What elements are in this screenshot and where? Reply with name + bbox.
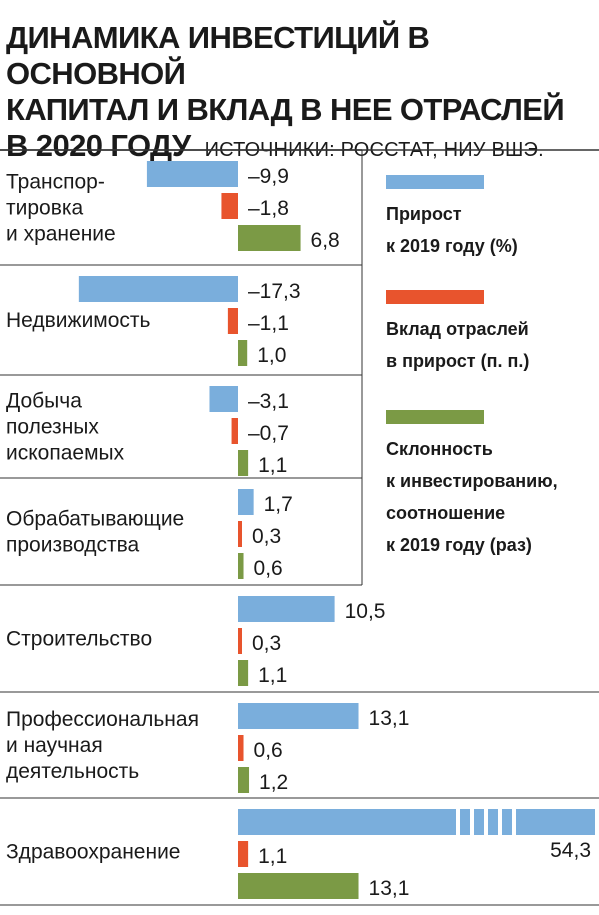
category-label: тировка [6, 197, 84, 220]
bar-propensity [238, 660, 249, 686]
bar-propensity [238, 225, 301, 251]
category-label: Транспор- [6, 171, 105, 194]
category-label: и научная [6, 734, 103, 757]
bar-growth [238, 489, 254, 515]
legend-swatch-growth [386, 175, 484, 189]
category-label: ископаемых [6, 442, 125, 465]
title-line-1: ДИНАМИКА ИНВЕСТИЦИЙ В ОСНОВНОЙ [6, 20, 430, 91]
value-label-propensity: 0,6 [254, 557, 283, 580]
category-label: полезных [6, 416, 99, 439]
bar-propensity [238, 873, 359, 899]
bar-contribution [238, 735, 244, 761]
legend-swatch-contribution [386, 290, 484, 304]
legend-label-propensity: к инвестированию, [386, 471, 558, 491]
category-label: Профессиональная [6, 708, 199, 731]
value-label-contribution: 0,3 [252, 525, 281, 548]
bar-growth [238, 809, 595, 835]
value-label-growth: 13,1 [369, 707, 410, 730]
legend-label-propensity: Склонность [386, 439, 493, 459]
value-label-propensity: 6,8 [311, 229, 340, 252]
axis-break-gap [484, 808, 488, 836]
value-label-contribution: 0,3 [252, 632, 281, 655]
value-label-growth: 54,3 [550, 839, 591, 862]
chart-title: ДИНАМИКА ИНВЕСТИЦИЙ В ОСНОВНОЙ КАПИТАЛ И… [6, 20, 596, 168]
bar-growth [238, 596, 335, 622]
legend-label-growth: Прирост [386, 204, 462, 224]
value-label-growth: –3,1 [248, 390, 289, 413]
bar-growth [146, 161, 238, 187]
bar-propensity [238, 553, 244, 579]
category-label: деятельность [6, 760, 139, 783]
category-label: Строительство [6, 628, 152, 651]
bar-propensity [238, 767, 250, 793]
value-label-contribution: –1,8 [248, 197, 289, 220]
legend-label-propensity: соотношение [386, 503, 505, 523]
legend-label-propensity: к 2019 году (раз) [386, 535, 532, 555]
value-label-growth: –9,9 [248, 165, 289, 188]
category-label: Недвижимость [6, 309, 151, 332]
title-line-3: В 2020 ГОДУ [6, 128, 191, 163]
value-label-contribution: –1,1 [248, 312, 289, 335]
legend-swatch-propensity [386, 410, 484, 424]
axis-break-gap [456, 808, 460, 836]
bar-growth [209, 386, 238, 412]
bar-contribution [238, 521, 242, 547]
value-label-contribution: 1,1 [258, 845, 287, 868]
bar-contribution [238, 841, 249, 867]
value-label-propensity: 13,1 [369, 877, 410, 900]
axis-break-gap [498, 808, 502, 836]
axis-break-gap [470, 808, 474, 836]
category-label: Здравоохранение [6, 841, 180, 864]
bar-growth [78, 276, 238, 302]
bar-propensity [238, 450, 249, 476]
bar-contribution [231, 418, 238, 444]
bar-growth [238, 703, 359, 729]
legend-label-contribution: в прирост (п. п.) [386, 351, 529, 371]
legend-label-growth: к 2019 году (%) [386, 236, 518, 256]
title-line-2: КАПИТАЛ И ВКЛАД В НЕЕ ОТРАСЛЕЙ [6, 92, 565, 127]
value-label-propensity: 1,0 [257, 344, 286, 367]
value-label-propensity: 1,2 [259, 771, 288, 794]
bar-contribution [227, 308, 238, 334]
value-label-propensity: 1,1 [258, 664, 287, 687]
category-label: Обрабатывающие [6, 508, 184, 531]
value-label-growth: 1,7 [264, 493, 293, 516]
category-label: Добыча [6, 390, 82, 413]
bar-contribution [238, 628, 242, 654]
bar-propensity [238, 340, 248, 366]
bar-contribution [221, 193, 238, 219]
value-label-contribution: –0,7 [248, 422, 289, 445]
value-label-growth: –17,3 [248, 280, 301, 303]
value-label-propensity: 1,1 [258, 454, 287, 477]
category-label: производства [6, 534, 140, 557]
value-label-growth: 10,5 [345, 600, 386, 623]
axis-break-gap [512, 808, 516, 836]
legend-label-contribution: Вклад отраслей [386, 319, 529, 339]
value-label-contribution: 0,6 [254, 739, 283, 762]
category-label: и хранение [6, 223, 116, 246]
